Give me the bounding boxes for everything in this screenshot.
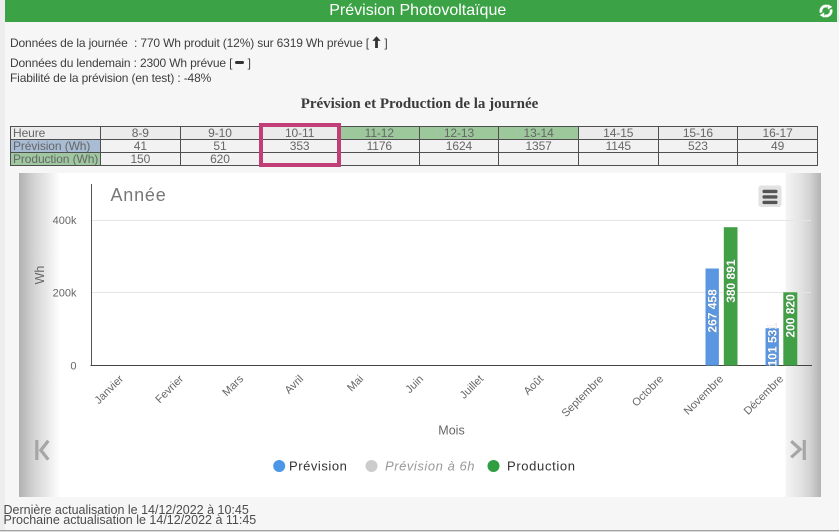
svg-text:267 458: 267 458: [706, 289, 720, 333]
svg-text:Wh: Wh: [33, 266, 47, 285]
svg-text:Production: Production: [507, 459, 576, 474]
svg-text:Mois: Mois: [438, 424, 464, 438]
svg-text:101 531: 101 531: [766, 323, 780, 367]
svg-text:Année: Année: [111, 185, 167, 205]
svg-text:0: 0: [70, 361, 76, 373]
svg-text:200 820: 200 820: [784, 294, 798, 338]
svg-text:400k: 400k: [53, 215, 77, 227]
svg-text:200k: 200k: [53, 288, 77, 300]
svg-text:Prévision à 6h: Prévision à 6h: [385, 459, 475, 474]
svg-text:Prévision: Prévision: [289, 459, 347, 474]
svg-text:380 891: 380 891: [724, 259, 738, 303]
